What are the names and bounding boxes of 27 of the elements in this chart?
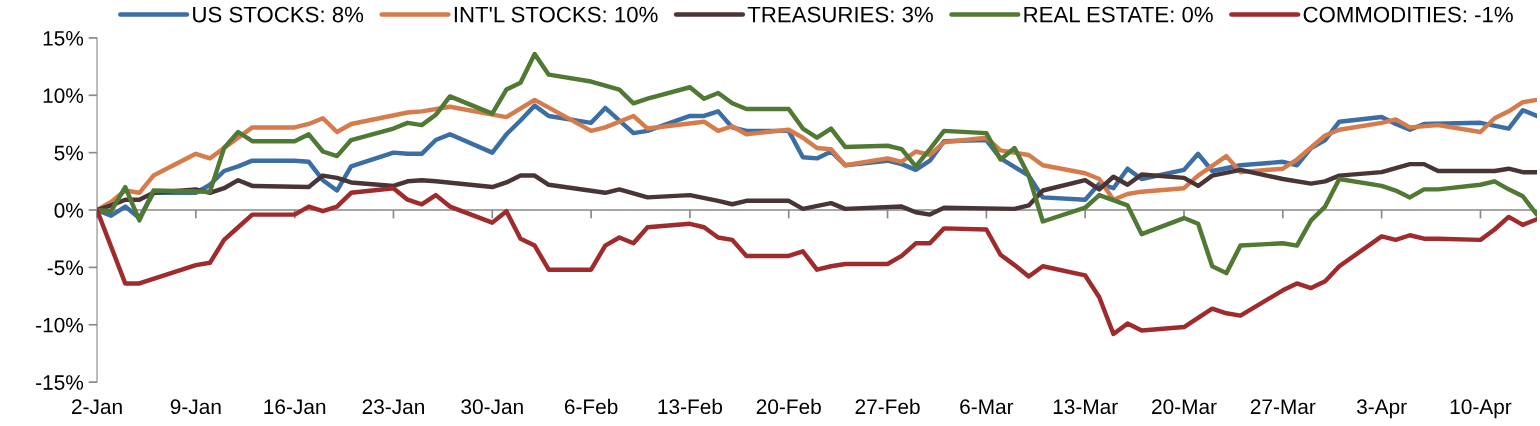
legend-label: INT'L STOCKS: 10% [454, 6, 658, 23]
x-tick-label: 23-Jan [362, 399, 424, 415]
legend-label: US STOCKS: 8% [193, 6, 364, 23]
x-tick-label: 20-Mar [1152, 399, 1217, 415]
x-tick-label: 20-Feb [756, 398, 821, 415]
x-tick-label: 3-Apr [1356, 399, 1407, 419]
legend-label: TREASURIES: 3% [747, 6, 933, 23]
x-tick-label: 9-Jan [170, 399, 221, 415]
y-tick-label: -5% [47, 260, 84, 276]
legend-label: REAL ESTATE: 0% [1024, 6, 1213, 23]
y-tick-label: 15% [43, 31, 84, 46]
x-tick-label: 16-Jan [264, 399, 326, 415]
y-tick-label: 0% [54, 203, 84, 218]
y-tick-label: -15% [36, 375, 84, 390]
x-tick-label: 27-Mar [1250, 399, 1316, 415]
x-tick-label: 30-Jan [461, 399, 523, 415]
y-tick-label: -10% [36, 317, 84, 333]
x-tick-label: 6-Feb [564, 398, 618, 415]
x-tick-label: 27-Feb [855, 398, 920, 415]
legend-label: COMMODITIES: -1% [1303, 6, 1513, 23]
x-tick-label: 10-Apr [1450, 399, 1512, 419]
y-tick-label: 10% [43, 88, 84, 104]
y-tick-label: 5% [54, 145, 84, 161]
x-tick-label: 13-Feb [658, 398, 723, 415]
x-tick-label: 6-Mar [960, 399, 1014, 415]
x-tick-label: 2-Jan [72, 399, 122, 415]
x-tick-label: 13-Mar [1053, 399, 1118, 415]
